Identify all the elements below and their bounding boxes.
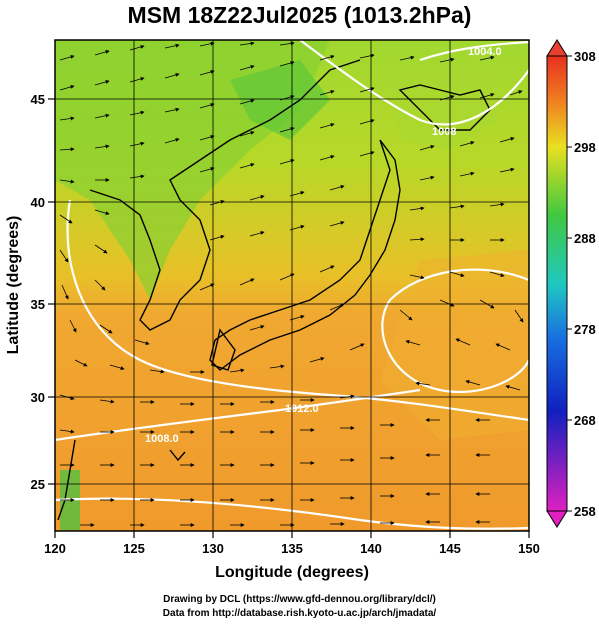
map-title: MSM 18Z22Jul2025 (1013.2hPa) [127,2,472,28]
contour-label: 1008 [432,126,456,138]
coastlines [57,59,491,521]
contour-label: 1004.0 [468,46,502,58]
y-tick-label: 35 [31,297,45,312]
x-tick-label: 135 [281,541,303,556]
y-tick-label: 30 [31,390,45,405]
x-tick-label: 120 [44,541,66,556]
x-tick-label: 150 [518,541,540,556]
grid-lines [55,40,529,531]
x-tick-label: 130 [202,541,224,556]
colorbar-tick-label: 288 [574,231,596,246]
colorbar-tick-label: 278 [574,322,596,337]
colorbar-tick-label: 298 [574,140,596,155]
colorbar-tick-label: 258 [574,504,596,519]
contour-label: 1008.0 [145,433,179,445]
axis-ticks [48,98,530,538]
colorbar-tick-label: 308 [574,49,596,64]
colorbar [546,39,572,528]
y-axis-label: Latitude (degrees) [5,216,22,355]
x-tick-label: 140 [360,541,382,556]
y-tick-label: 25 [31,477,45,492]
x-tick-label: 125 [123,541,145,556]
high-pressure-patch [380,250,529,440]
contour-label: 1012.0 [285,403,319,415]
x-tick-label: 145 [439,541,461,556]
footer-credit-dcl: Drawing by DCL (https://www.gfd-dennou.o… [163,594,436,605]
x-axis-label: Longitude (degrees) [215,564,369,581]
colorbar-tick-label: 268 [574,413,596,428]
y-tick-label: 45 [31,92,45,107]
footer-credit-data: Data from http://database.rish.kyoto-u.a… [162,608,437,619]
wind-streamlines [59,41,524,527]
y-tick-label: 40 [31,195,45,210]
